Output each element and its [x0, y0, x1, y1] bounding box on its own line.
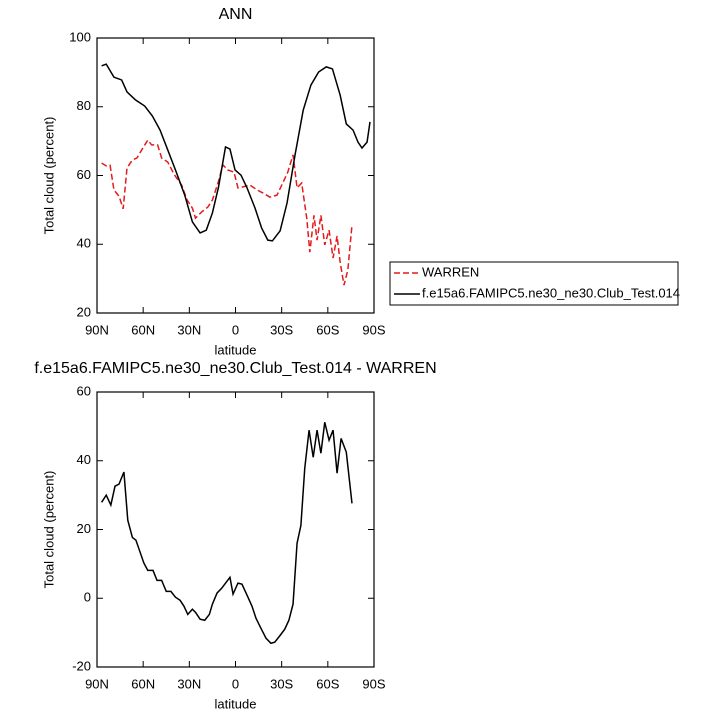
y-tick-label: 60 [77, 383, 91, 398]
y-tick-label: 60 [77, 167, 91, 182]
y-tick-label: 100 [69, 29, 91, 44]
x-axis-label: latitude [215, 696, 257, 711]
x-tick-label: 30S [270, 676, 293, 691]
x-tick-label: 30N [177, 676, 201, 691]
data-line [101, 63, 371, 242]
legend-label: f.e15a6.FAMIPC5.ne30_ne30.Club_Test.014 [422, 285, 680, 300]
x-tick-label: 90S [362, 676, 385, 691]
chart-title: f.e15a6.FAMIPC5.ne30_ne30.Club_Test.014 … [34, 360, 436, 377]
x-tick-label: 90N [85, 322, 109, 337]
y-tick-label: 20 [77, 521, 91, 536]
x-tick-label: 60S [316, 676, 339, 691]
x-tick-label: 60S [316, 322, 339, 337]
x-tick-label: 90N [85, 676, 109, 691]
y-axis-label: Total cloud (percent) [41, 117, 56, 235]
y-tick-label: 40 [77, 236, 91, 251]
panel: ANN 90N 60N 30N 0 30S 60S 90S 20 40 60 80 100 latitud… [41, 6, 680, 357]
x-axis-label: latitude [215, 342, 257, 357]
x-tick-label: 0 [232, 676, 239, 691]
x-tick-label: 60N [131, 322, 155, 337]
y-axis-label: Total cloud (percent) [41, 471, 56, 589]
data-line [100, 422, 353, 645]
y-tick-label: 20 [77, 304, 91, 319]
data-line [101, 138, 353, 286]
x-tick-label: 0 [232, 322, 239, 337]
y-tick-label: 0 [84, 590, 91, 605]
x-tick-label: 90S [362, 322, 385, 337]
legend-label: WARREN [422, 264, 479, 279]
x-tick-label: 30S [270, 322, 293, 337]
y-tick-label: 80 [77, 98, 91, 113]
x-tick-label: 30N [177, 322, 201, 337]
legend-box [389, 261, 679, 306]
legend: WARREN f.e15a6.FAMIPC5.ne30_ne30.Club_Tes… [389, 261, 680, 306]
x-tick-label: 60N [131, 676, 155, 691]
y-tick-label: -20 [72, 658, 91, 673]
panel: f.e15a6.FAMIPC5.ne30_ne30.Club_Test.014 … [34, 360, 436, 711]
y-tick-label: 40 [77, 452, 91, 467]
chart-title: ANN [219, 6, 253, 23]
